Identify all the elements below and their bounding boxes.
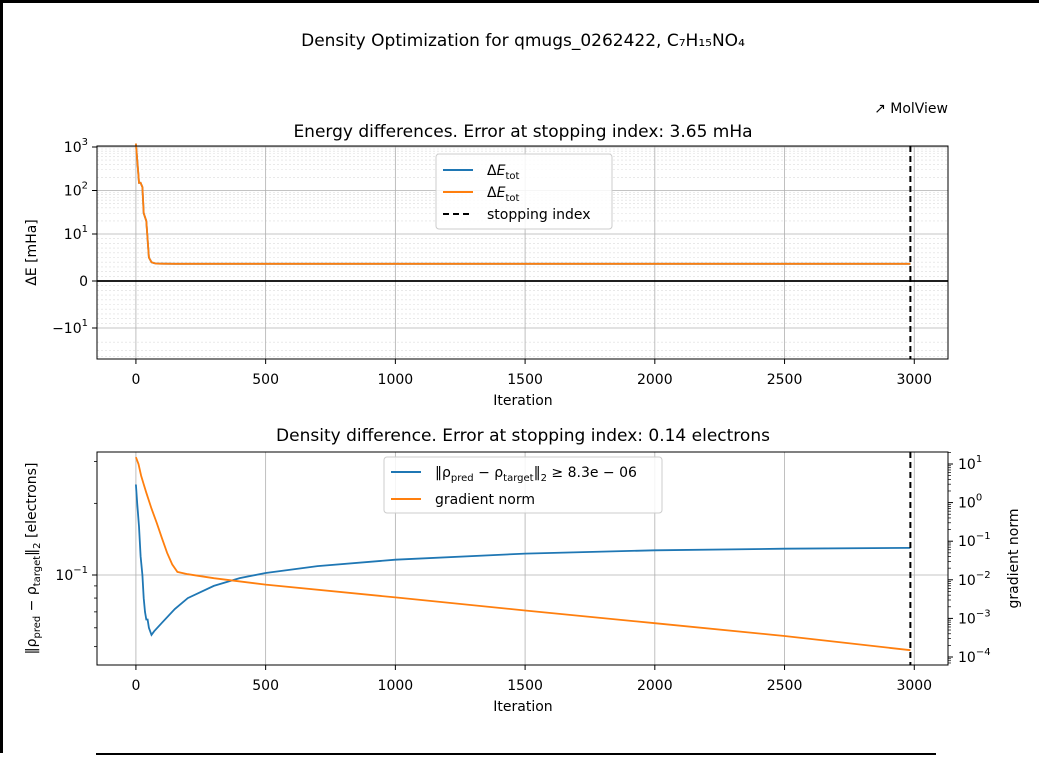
x-tick-label: 1000 <box>378 372 414 388</box>
y-tick-label-base: −10 <box>52 321 82 337</box>
y-tick-label: 0 <box>79 274 88 290</box>
series-line-1 <box>135 143 911 265</box>
x-tick-label: 3000 <box>896 372 932 388</box>
y-right-tick-label-sup: −4 <box>976 647 991 658</box>
y-tick-label: 10−1 <box>55 565 88 584</box>
y-axis-label: ΔE [mHa] <box>24 219 40 286</box>
axes-frame <box>96 145 949 360</box>
molview-link[interactable]: ↗ MolView <box>874 101 948 117</box>
y-right-tick-label: 100 <box>958 493 982 512</box>
legend-label: ‖ρpred − ρtarget‖2 ≥ 8.3e − 06 <box>435 465 637 484</box>
legend: ‖ρpred − ρtarget‖2 ≥ 8.3e − 06 gradient n… <box>383 456 663 514</box>
legend-label-e: E <box>497 185 506 201</box>
y-right-tick-label-base: 10 <box>958 496 976 512</box>
series-line-1 <box>135 456 911 652</box>
legend-label-stop: stopping index <box>487 207 591 223</box>
y-tick-label-base: 10 <box>64 140 82 156</box>
y-right-tick-label-base: 10 <box>958 534 976 550</box>
y-right-tick-label-sup: −3 <box>976 608 991 619</box>
x-tick-label: 2500 <box>767 372 803 388</box>
figure-canvas <box>3 3 1039 753</box>
legend-label-e: E <box>497 163 506 179</box>
bottom-rule <box>96 753 936 755</box>
y-tick-label: 101 <box>64 224 88 243</box>
legend-part: ‖ <box>534 465 541 481</box>
axes-frame <box>96 451 949 666</box>
y-tick-label-base: 10 <box>64 184 82 200</box>
legend-label-sub: tot <box>505 193 519 204</box>
ylabel-sub: target <box>32 556 43 586</box>
ylabel-part: ‖ <box>24 549 40 556</box>
y-right-tick-label: 10−3 <box>958 608 991 627</box>
density-plot: 0 500 1000 1500 2000 2500 300010−110110010−110… <box>24 426 1022 715</box>
y-right-tick-label: 10−4 <box>958 647 991 666</box>
ylabel-sub: 2 <box>32 542 43 548</box>
plot-title: Density difference. Error at stopping in… <box>276 426 770 446</box>
x-tick-label: 0 <box>131 372 140 388</box>
legend-label-sub: tot <box>505 171 519 182</box>
legend-sub: 2 <box>541 473 547 484</box>
ylabel-part: [electrons] <box>24 463 40 543</box>
x-tick-label: 1000 <box>378 678 414 694</box>
x-tick-label: 3000 <box>896 678 932 694</box>
y-right-tick-label-base: 10 <box>958 650 976 666</box>
ylabel-part: − ρ <box>24 586 40 616</box>
y-right-axis-label: gradient norm <box>1006 508 1022 608</box>
y-right-tick-label-sup: −1 <box>976 531 991 542</box>
y-right-tick-label: 101 <box>958 454 982 473</box>
y-tick-label-sup: 1 <box>82 224 88 235</box>
y-right-tick-label-base: 10 <box>958 573 976 589</box>
legend-label: ΔEtot <box>487 185 519 204</box>
x-axis-label: Iteration <box>493 393 552 409</box>
bottom-strip <box>0 753 1039 757</box>
y-tick-label-base: 0 <box>79 274 88 290</box>
legend-label-delta: Δ <box>487 163 497 179</box>
y-right-tick-label: 10−1 <box>958 531 991 550</box>
legend-part: ‖ρ <box>435 465 451 481</box>
y-right-tick-label-sup: −2 <box>976 570 991 581</box>
y-tick-label-sup: 1 <box>82 318 88 329</box>
y-tick-label: 103 <box>64 137 88 156</box>
y-right-tick-label-sup: 1 <box>976 454 982 465</box>
y-tick-label-base: 10 <box>64 227 82 243</box>
y-right-tick-label-base: 10 <box>958 611 976 627</box>
x-tick-label: 2000 <box>637 372 673 388</box>
y-tick-label: −101 <box>52 318 88 337</box>
ylabel-sub: pred <box>32 616 43 639</box>
ylabel-part: ‖ρ <box>24 638 40 654</box>
energy-plot: 0 500 1000 1500 2000 2500 30001031021010−101It… <box>24 122 949 409</box>
y-tick-label: 102 <box>64 181 88 200</box>
legend-box <box>435 153 613 230</box>
y-right-tick-label-sup: 0 <box>976 493 982 504</box>
legend-label-delta: Δ <box>487 185 497 201</box>
x-tick-label: 2000 <box>637 678 673 694</box>
x-tick-label: 0 <box>131 678 140 694</box>
x-axis-label: Iteration <box>493 699 552 715</box>
x-tick-label: 500 <box>252 678 279 694</box>
legend-part: − ρ <box>474 465 504 481</box>
y-tick-label-base: 10 <box>55 568 73 584</box>
y-tick-label-sup: 3 <box>82 137 88 148</box>
series-line-0 <box>135 484 911 637</box>
legend-sub: target <box>503 473 533 484</box>
x-tick-label: 500 <box>252 372 279 388</box>
legend-box <box>383 456 663 514</box>
y-tick-label-sup: −1 <box>73 565 88 576</box>
x-tick-label: 1500 <box>507 372 543 388</box>
x-tick-label: 2500 <box>767 678 803 694</box>
plot-title: Energy differences. Error at stopping in… <box>293 122 752 142</box>
x-tick-label: 1500 <box>507 678 543 694</box>
legend-sub: pred <box>451 473 474 484</box>
legend-label: gradient norm <box>435 492 535 508</box>
figure-title: Density Optimization for qmugs_0262422, … <box>301 31 745 51</box>
y-tick-label-sup: 2 <box>82 181 88 192</box>
y-right-tick-label: 10−2 <box>958 570 991 589</box>
y-axis-label: ‖ρpred − ρtarget‖2 [electrons] <box>24 463 43 655</box>
legend-part: ≥ 8.3e − 06 <box>547 465 637 481</box>
y-right-tick-label-base: 10 <box>958 457 976 473</box>
legend-label: ΔEtot <box>487 163 519 182</box>
